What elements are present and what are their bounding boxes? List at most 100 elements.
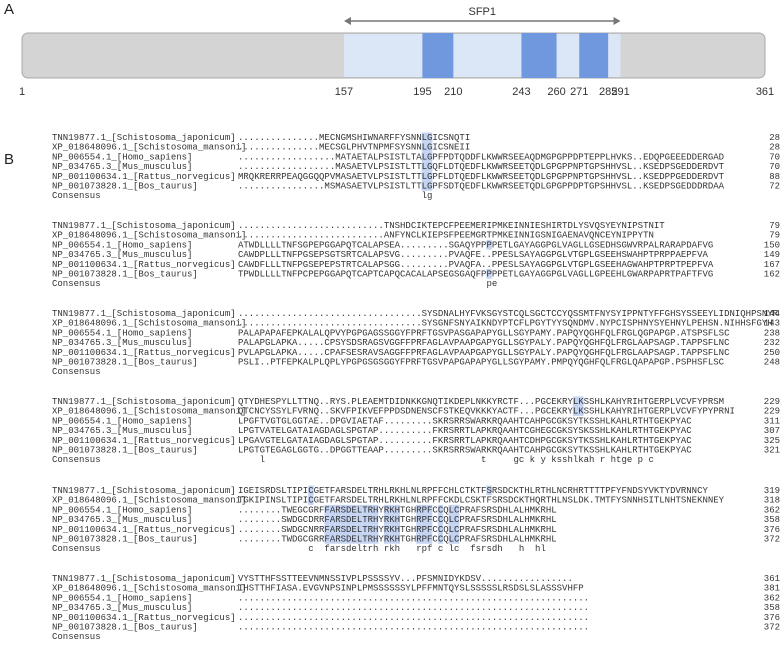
sequence: ........................................…: [238, 593, 589, 603]
residue-highlight: [329, 514, 336, 525]
sequence-name: NP_001073828.1_[Bos_taurus]: [52, 270, 198, 280]
sequence-name: NP_006554.1_[Homo_sapiens]: [52, 152, 192, 162]
sequence-name: NP_001100634.1_[Rattus_norvegicus]: [52, 436, 236, 446]
residue-count: 88: [769, 172, 780, 182]
residue-highlight: [351, 504, 357, 515]
residue-highlight: [437, 514, 444, 525]
position-label: 243: [512, 86, 530, 98]
residue-count: 238: [764, 328, 780, 338]
sequence: ........SWDGCDRRFARSDELTRHYRKHTGHRPFCCQL…: [238, 515, 557, 525]
residue-highlight: [362, 524, 368, 534]
residue-highlight: [308, 485, 314, 496]
residue-highlight: [421, 161, 427, 172]
residue-highlight: [340, 514, 346, 525]
residue-count: 362: [764, 505, 780, 515]
sequence: ...............MECNGMSHIWNARFFYSNNLGICSN…: [238, 133, 470, 143]
sequence: PVLAPGLAPKA.....CPAFSESRAVSAGGFFPRFAGLAV…: [238, 348, 730, 358]
residue-highlight: [346, 504, 352, 515]
sequence: ..................MATAETALPSISTLTALGPFPD…: [238, 152, 724, 162]
sequence: QTCNCYSSYLFVRNQ..SKVFPIKVEFPPDSDNENSCFST…: [238, 407, 735, 417]
residue-highlight: [356, 504, 363, 515]
residue-highlight: [427, 132, 433, 143]
residue-highlight: [356, 514, 363, 525]
residue-count: 28: [769, 133, 780, 143]
sequence: IHSTTHFIASA.EVGVNPSINPLPMSSSSSSYLPFFMNTQ…: [238, 584, 584, 594]
sequence-name: NP_001073828.1_[Bos_taurus]: [52, 535, 198, 545]
residue-count: 376: [764, 525, 780, 535]
residue-highlight: [394, 534, 400, 544]
consensus-label: Consensus: [52, 632, 101, 642]
consensus: c farsdeltrh rkh rpf c lc fsrsdh h hl: [238, 544, 546, 554]
sequence-name: TNN19877.1_[Schistosoma_japonicum]: [52, 133, 236, 143]
alignment: TNN19877.1_[Schistosoma_japonicum]......…: [52, 132, 780, 642]
residue-highlight: [421, 524, 427, 534]
sequence-name: XP_018648096.1_[Schistosoma_mansoni]: [52, 319, 246, 329]
sequence: ........SWDGCNRRFARSDELTRHYRKHTGHRPFCCQL…: [238, 525, 557, 535]
residue-highlight: [389, 514, 395, 525]
sequence-name: NP_034765.3_[Mus_musculus]: [52, 338, 192, 348]
residue-highlight: [454, 534, 460, 544]
position-label: 291: [611, 86, 629, 98]
residue-highlight: [427, 514, 433, 525]
residue-highlight: [335, 524, 341, 534]
residue-highlight: [437, 504, 444, 515]
residue-count: 307: [764, 426, 780, 436]
sequence: PALAPAPAFEPKALALQPVYPGPGAGSSGGYFPRFTGSVP…: [238, 328, 730, 338]
sequence: LPGTVATELGATAIAGDAGLSPGTAP..........FKRS…: [238, 426, 692, 436]
domain-diagram: SFP1 1 157 291 361 195 210 243 260 271 285: [19, 6, 774, 98]
residue-highlight: [437, 534, 444, 544]
residue-highlight: [340, 524, 346, 534]
sequence-name: NP_006554.1_[Homo_sapiens]: [52, 240, 192, 250]
residue-highlight: [356, 524, 363, 534]
domain-region: [343, 34, 621, 77]
residue-highlight: [394, 504, 400, 515]
residue-highlight: [362, 534, 368, 544]
sequence-name: NP_006554.1_[Homo_sapiens]: [52, 416, 192, 426]
sequence: ATWDLLLLTNFSGPEPGGAPQTCALAPSEA.........S…: [238, 240, 713, 250]
residue-highlight: [437, 524, 444, 534]
residue-highlight: [416, 524, 422, 534]
sequence-name: NP_006554.1_[Homo_sapiens]: [52, 328, 192, 338]
sequence: ........TWDGCGRRFARSDELTRHYRKHTGHRPFCCQL…: [238, 535, 557, 545]
residue-highlight: [383, 504, 390, 515]
residue-highlight: [427, 504, 433, 515]
residue-highlight: [362, 504, 368, 515]
residue-highlight: [421, 534, 427, 544]
residue-highlight: [329, 534, 336, 544]
sequence-name: XP_018648096.1_[Schistosoma_mansoni]: [52, 231, 246, 241]
consensus-label: Consensus: [52, 367, 101, 377]
motif: [521, 33, 557, 78]
residue-highlight: [356, 534, 363, 544]
consensus-label: Consensus: [52, 544, 101, 554]
residue-count: 162: [764, 270, 780, 280]
motif: [422, 33, 454, 78]
residue-highlight: [427, 151, 433, 162]
sequence: ........................................…: [238, 623, 589, 633]
residue-highlight: [362, 514, 368, 525]
sequence-name: NP_001073828.1_[Bos_taurus]: [52, 182, 198, 192]
sequence-name: NP_001100634.1_[Rattus_norvegicus]: [52, 260, 236, 270]
residue-count: 362: [764, 593, 780, 603]
residue-count: 167: [764, 260, 780, 270]
residue-highlight: [373, 534, 379, 544]
residue-count: 311: [764, 416, 780, 426]
consensus-label: Consensus: [52, 455, 101, 465]
residue-highlight: [427, 161, 433, 172]
sequence-name: NP_006554.1_[Homo_sapiens]: [52, 505, 192, 515]
residue-highlight: [394, 524, 400, 534]
residue-count: 232: [764, 338, 780, 348]
sequence: LPGFTVGTGLGGTAE..DPGVIAETAF.........SKRS…: [238, 416, 692, 426]
residue-highlight: [373, 514, 379, 525]
residue-highlight: [578, 396, 584, 407]
sequence: VYSTTHFSSTTEEVNMNSSIVPLPSSSSYV...PFSMNID…: [238, 574, 573, 584]
residue-count: 144: [764, 309, 780, 319]
sequence: ...............MECSGLPHVTNPMFSYSNNLGICSN…: [238, 143, 470, 153]
sequence: MRQKRERRPEAQGGQQPVMASAETVLPSISTLTTLGPFLD…: [238, 172, 725, 182]
position-label: 157: [335, 86, 353, 98]
residue-highlight: [448, 534, 454, 544]
residue-highlight: [367, 504, 373, 515]
residue-highlight: [421, 142, 427, 152]
residue-highlight: [340, 534, 346, 544]
residue-highlight: [427, 534, 433, 544]
